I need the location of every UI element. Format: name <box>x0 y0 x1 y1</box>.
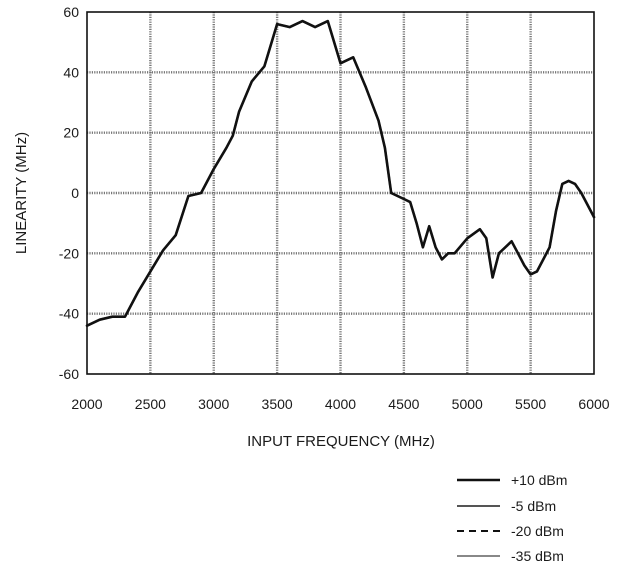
plot-frame <box>86 11 595 375</box>
y-tick-label: 20 <box>63 125 79 141</box>
legend-label: -35 dBm <box>511 548 564 564</box>
y-tick-label: 60 <box>63 4 79 20</box>
x-tick-label: 6000 <box>578 396 609 412</box>
y-tick-label: -60 <box>59 366 79 382</box>
legend-label: -20 dBm <box>511 523 564 539</box>
x-tick-label: 4500 <box>388 396 419 412</box>
x-tick-label: 3000 <box>198 396 229 412</box>
series-lines <box>85 19 596 328</box>
legend-label: -5 dBm <box>511 498 556 514</box>
x-tick-label: 2000 <box>71 396 102 412</box>
y-tick-label: -40 <box>59 306 79 322</box>
x-tick-label: 3500 <box>262 396 293 412</box>
tick-labels: 2000 2500 3000 3500 4000 4500 5000 5500 6000 -60 -… <box>59 4 610 412</box>
x-tick-label: 5000 <box>452 396 483 412</box>
axes <box>86 11 595 375</box>
legend-label: +10 dBm <box>511 472 567 488</box>
y-axis-title: LINEARITY (MHz) <box>13 132 30 254</box>
x-tick-label: 4000 <box>325 396 356 412</box>
x-tick-label: 5500 <box>515 396 546 412</box>
y-tick-label: 0 <box>71 185 79 201</box>
y-tick-label: 40 <box>63 64 79 80</box>
y-tick-label: -20 <box>59 245 79 261</box>
grid-layer <box>87 12 594 374</box>
x-axis-title: INPUT FREQUENCY (MHz) <box>247 433 435 450</box>
x-tick-label: 2500 <box>135 396 166 412</box>
legend: +10 dBm -5 dBm -20 dBm -35 dBm <box>457 472 567 564</box>
series-line <box>85 19 596 328</box>
